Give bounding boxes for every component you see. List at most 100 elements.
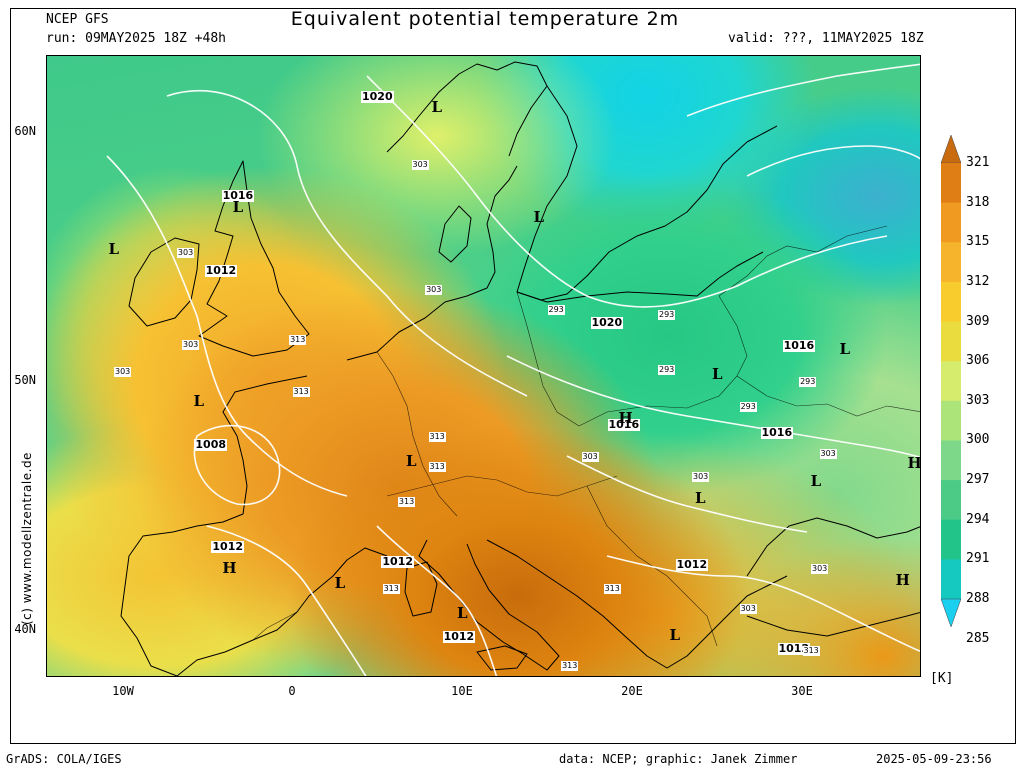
page-title: Equivalent potential temperature 2m — [290, 8, 680, 30]
pressure-label: 1012 — [442, 629, 476, 643]
high-pressure-marker: H — [895, 571, 910, 590]
theta-e-contour-label: 293 — [658, 309, 676, 320]
isobar-1016-balkan — [566, 455, 808, 533]
map-overlay — [106, 61, 920, 676]
isobar-1020-north — [366, 75, 888, 308]
isobar-1008-ring — [193, 424, 281, 506]
pressure-label: 1008 — [194, 438, 228, 452]
theta-e-contour-label: 303 — [581, 451, 599, 462]
colorbar-tick-label: 312 — [966, 273, 990, 289]
theta-e-contour-label: 313 — [428, 461, 446, 472]
colorbar-swatch — [941, 519, 961, 560]
colorbar-swatch — [941, 321, 961, 362]
lon-label-0: 0 — [288, 684, 296, 698]
coastline-denmark — [438, 205, 472, 263]
isobar-1012-south — [206, 525, 367, 676]
coastlines — [120, 61, 920, 676]
pressure-label: 1012 — [381, 555, 415, 569]
coastline-baltic-south — [516, 251, 764, 303]
pressure-label: 1016 — [760, 425, 794, 439]
isobar-1016-a — [166, 90, 528, 397]
border-balkans — [586, 485, 718, 647]
coastline-north-sea — [346, 165, 518, 361]
low-pressure-marker: L — [669, 625, 681, 644]
lon-label-10e: 10E — [451, 684, 473, 698]
theta-e-contour-label: 293 — [739, 401, 757, 412]
theta-e-contour-label: 303 — [692, 471, 710, 482]
colorbar-top-arrow — [941, 135, 961, 164]
coastline-sweden-baltic — [516, 85, 778, 301]
lon-label-30e: 30E — [791, 684, 813, 698]
theta-e-contour-label: 303 — [114, 367, 132, 378]
border-france-germany — [376, 351, 458, 517]
coastline-norway — [386, 61, 548, 157]
colorbar-tick-label: 309 — [966, 313, 990, 329]
footer-data-credit: data: NCEP; graphic: Janek Zimmer — [559, 752, 798, 766]
theta-e-contour-label: 303 — [739, 603, 757, 614]
colorbar-swatch — [941, 163, 961, 204]
border-spain-france — [252, 611, 298, 641]
valid-time: valid: ???, 11MAY2025 18Z — [728, 31, 924, 46]
theta-e-contour-label: 303 — [811, 563, 829, 574]
pressure-label: 1012 — [211, 540, 245, 554]
pressure-label: 1016 — [607, 418, 641, 432]
low-pressure-marker: L — [457, 603, 468, 622]
lon-label-20e: 20E — [621, 684, 643, 698]
theta-e-contour-label: 313 — [382, 583, 400, 594]
colorbar-swatch — [941, 480, 961, 521]
isobar-1012-east — [606, 555, 920, 653]
low-pressure-marker: L — [533, 207, 545, 226]
lat-label-60n: 60N — [14, 124, 36, 138]
theta-e-contour-label: 293 — [658, 364, 676, 375]
border-poland-east — [578, 295, 748, 427]
coastline-italy — [418, 539, 560, 671]
colorbar-tick-label: 318 — [966, 194, 990, 210]
theta-e-contour-label: 313 — [603, 583, 621, 594]
low-pressure-marker: L — [810, 471, 822, 490]
pressure-label: 1012 — [777, 642, 811, 656]
isobar-1012-italy — [376, 525, 498, 676]
colorbar-tick-label: 321 — [966, 155, 990, 170]
pressure-label: 1012 — [204, 263, 238, 277]
theta-e-contour-label: 303 — [411, 160, 429, 171]
high-pressure-marker: H — [222, 558, 237, 577]
colorbar-tick-label: 315 — [966, 234, 990, 250]
colorbar-tick-label: 303 — [966, 392, 990, 408]
low-pressure-marker: L — [406, 451, 417, 470]
model-name: NCEP GFS — [46, 12, 109, 27]
theta-e-contour-label: 313 — [802, 645, 820, 656]
colorbar-tick-label: 306 — [966, 353, 990, 369]
coastline-black-sea — [746, 517, 920, 637]
theta-e-contour-label: 313 — [289, 334, 307, 345]
colorbar-tick-label: 294 — [966, 511, 990, 527]
theta-e-contour-label: 293 — [547, 304, 565, 315]
isobars — [106, 63, 920, 676]
coastline-sicily — [476, 645, 528, 671]
low-pressure-marker: L — [695, 489, 706, 508]
colorbar-tick-label: 288 — [966, 591, 990, 606]
colorbar-swatch — [941, 281, 961, 323]
pressure-label: 1016 — [221, 189, 255, 203]
theta-e-contour-label: 313 — [397, 496, 416, 507]
low-pressure-marker: L — [839, 339, 851, 358]
border-baltics — [718, 225, 888, 297]
theta-e-contour-label: 313 — [292, 386, 310, 397]
side-credit: (c) www.modellzentrale.de — [20, 452, 34, 625]
footer-timestamp: 2025-05-09-23:56 — [876, 752, 992, 766]
colorbar-tick-label: 300 — [966, 432, 990, 448]
colorbar-unit: [K] — [930, 671, 954, 686]
pressure-label: 1016 — [782, 338, 816, 352]
theta-e-contour-label: 303 — [182, 339, 200, 350]
coastline-adriatic-balkans — [486, 539, 788, 669]
colorbar-swatch — [941, 559, 961, 600]
pressure-label: 1020 — [590, 316, 624, 330]
run-info: run: 09MAY2025 18Z +48h — [46, 31, 227, 46]
border-alps — [386, 475, 618, 497]
isobar-1020-ne — [686, 63, 920, 117]
coastline-ireland — [128, 237, 200, 327]
coastline-sardinia — [404, 561, 438, 617]
pressure-label: 1012 — [675, 557, 709, 571]
lon-label-10w: 10W — [112, 684, 134, 698]
high-pressure-marker: H — [618, 409, 633, 428]
high-pressure-marker: H — [907, 454, 921, 473]
